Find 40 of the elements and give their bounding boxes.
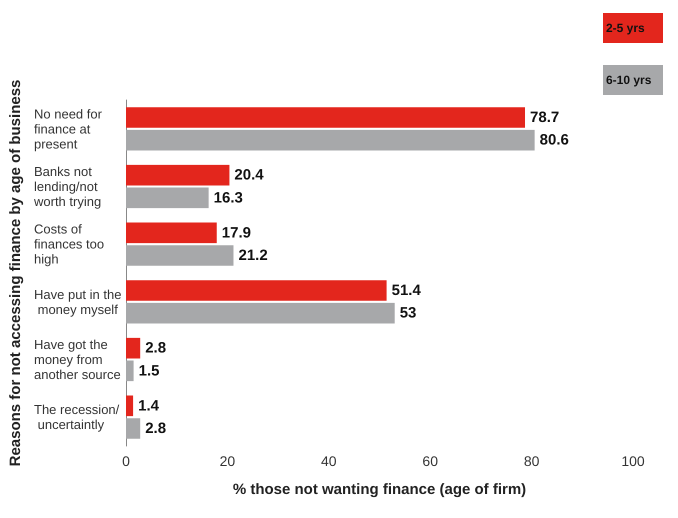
bar xyxy=(126,164,230,186)
data-label: 1.4 xyxy=(138,397,160,414)
data-label: 78.7 xyxy=(530,109,560,126)
y-tick-label: The recession/ uncertaintly xyxy=(34,402,120,432)
bar xyxy=(126,338,140,358)
y-tick-label: Have put in the money myself xyxy=(34,286,122,317)
x-tick-label: 80 xyxy=(524,453,540,469)
bar xyxy=(126,130,535,150)
data-label: 2.8 xyxy=(145,340,166,357)
data-label: 20.4 xyxy=(234,166,264,184)
data-label: 1.5 xyxy=(138,362,160,380)
data-label: 16.3 xyxy=(214,189,243,206)
data-label: 2.8 xyxy=(145,420,166,437)
x-tick-label: 0 xyxy=(122,453,130,469)
bar xyxy=(126,222,217,244)
data-label: 51.4 xyxy=(392,282,422,300)
text: 6-10 yrs xyxy=(606,73,652,87)
x-tick-label: 40 xyxy=(321,453,337,469)
data-label: 21.2 xyxy=(238,246,268,264)
x-tick-label: 20 xyxy=(220,453,236,469)
bar xyxy=(126,107,526,128)
bar xyxy=(126,302,395,324)
bar xyxy=(126,280,387,301)
y-tick-label: Costs of finances too high xyxy=(34,222,108,267)
text: 2-5 yrs xyxy=(606,21,646,35)
y-tick-label: Have got the money from another source xyxy=(34,337,121,382)
bar xyxy=(126,245,234,266)
data-label: 80.6 xyxy=(540,132,569,149)
y-tick-label: No need for finance at present xyxy=(34,106,106,152)
y-axis-title: Reasons for not accessing finance by age of business xyxy=(7,80,24,466)
x-tick-label: 100 xyxy=(621,453,645,469)
data-label: 17.9 xyxy=(222,224,251,242)
bar xyxy=(126,418,140,439)
data-label: 53 xyxy=(400,304,416,322)
bar xyxy=(126,360,134,382)
y-tick-label: Banks not lending/not worth trying xyxy=(33,164,102,209)
bar xyxy=(126,396,134,416)
x-axis-title: % those not wanting finance (age of firm) xyxy=(232,481,526,498)
x-tick-label: 60 xyxy=(422,453,438,469)
bar xyxy=(126,188,209,208)
